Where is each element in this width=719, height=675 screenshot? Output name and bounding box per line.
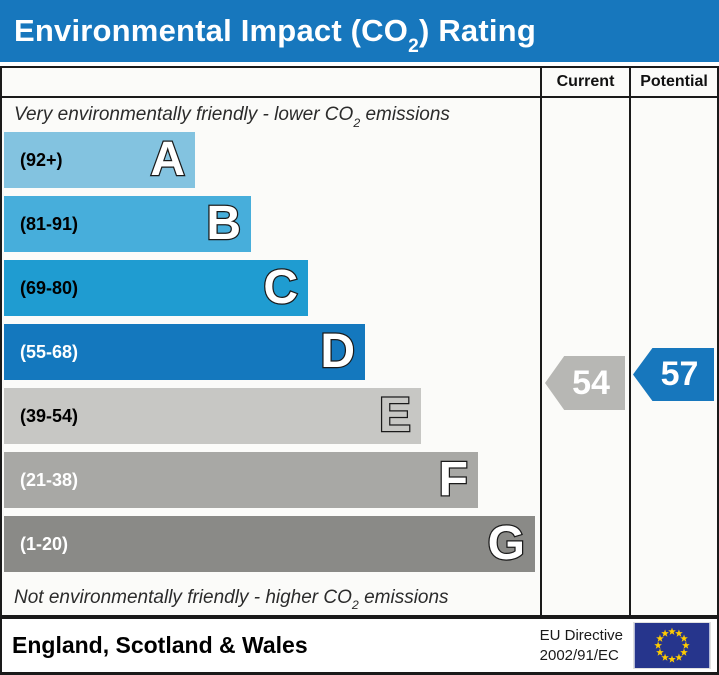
band-b: (81-91) B [4,196,251,252]
table-header-row: Current Potential [2,68,717,98]
eu-directive-label: EU Directive 2002/91/EC [539,627,623,664]
band-a: (92+) A [4,132,195,188]
band-d: (55-68) D [4,324,365,380]
band-range-label: (1-20) [20,533,69,554]
potential-column: 57 [629,98,717,615]
chart-header-spacer [2,68,540,96]
band-letter: C [262,261,299,314]
band-c: (69-80) C [4,260,308,316]
band-letter: D [319,325,356,378]
footer-bar: England, Scotland & Wales EU Directive 2… [0,617,719,675]
region-label: England, Scotland & Wales [12,632,308,658]
rating-bands: (92+) A (81-91) B (69-80) C [2,132,540,580]
band-letter: B [205,197,242,250]
band-row-b: (81-91) B [4,196,540,252]
band-range-label: (69-80) [20,277,79,298]
band-row-g: (1-20) G [4,516,540,572]
band-row-d: (55-68) D [4,324,540,380]
bands-chart-area: Very environmentally friendly - lower CO… [2,98,540,615]
current-rating-value: 54 [572,363,610,402]
bottom-note: Not environmentally friendly - higher CO… [14,586,449,613]
band-e: (39-54) E [4,388,421,444]
band-letter: G [486,517,526,570]
band-range-label: (39-54) [20,405,79,426]
band-letter: E [378,389,413,442]
current-column: 54 [540,98,629,615]
potential-rating-arrow: 57 [633,348,714,401]
page-title: Environmental Impact (CO2) Rating [14,13,536,57]
table-body: Very environmentally friendly - lower CO… [2,98,717,615]
band-range-label: (21-38) [20,469,79,490]
band-g: (1-20) G [4,516,535,572]
top-note: Very environmentally friendly - lower CO… [14,104,450,130]
band-range-label: (55-68) [20,341,79,362]
rating-table: Current Potential Very environmentally f… [0,66,719,617]
band-letter: A [149,133,186,186]
current-column-header: Current [540,68,629,96]
band-range-label: (92+) [20,149,63,170]
band-f: (21-38) F [4,452,478,508]
band-row-a: (92+) A [4,132,540,188]
current-rating-arrow: 54 [545,356,625,410]
band-row-e: (39-54) E [4,388,540,444]
chart-title-bar: Environmental Impact (CO2) Rating [0,0,719,62]
band-row-c: (69-80) C [4,260,540,316]
band-range-label: (81-91) [20,213,79,234]
band-row-f: (21-38) F [4,452,540,508]
eu-flag-icon [633,622,711,669]
potential-rating-value: 57 [660,355,699,393]
band-letter: F [437,453,469,506]
potential-column-header: Potential [629,68,717,96]
